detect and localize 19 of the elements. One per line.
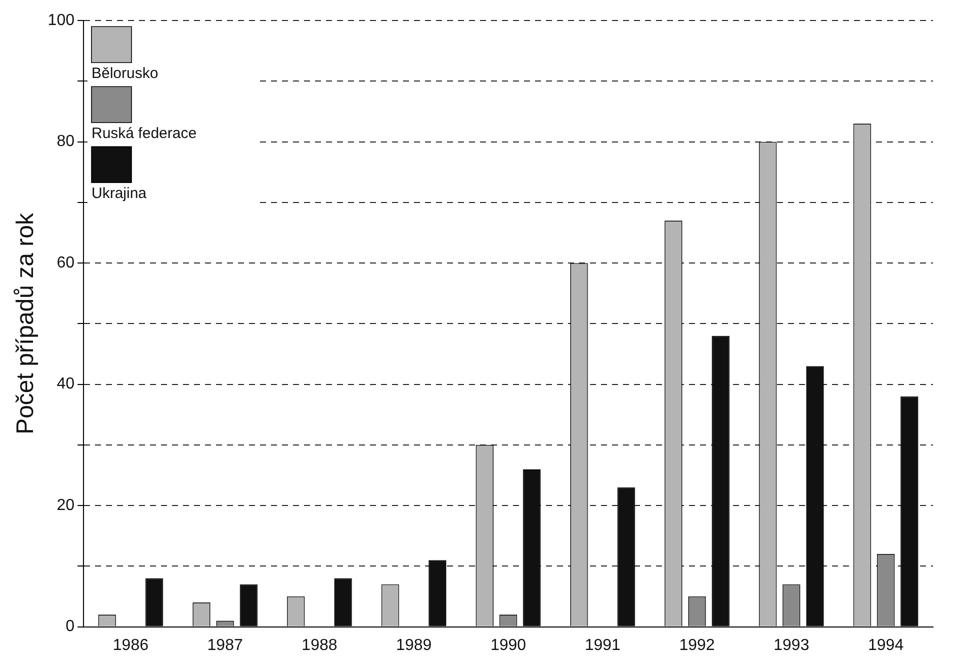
y-tick-label: 0 [66,618,75,636]
x-tick-label: 1986 [112,636,149,654]
y-tick-label: 20 [56,496,75,514]
x-tick-label: 1992 [679,636,715,654]
x-tick-label: 1993 [774,636,810,654]
x-tick-label: 1991 [584,636,621,654]
legend-label: Bělorusko [91,65,158,82]
y-tick-label: 100 [48,12,75,30]
y-tick-label: 80 [56,133,75,150]
x-tick-label: 1990 [490,636,526,654]
legend-label: Ruská federace [91,125,197,142]
x-tick-label: 1987 [207,636,243,654]
y-tick-label: 60 [56,254,75,272]
y-axis-title: Počet případů za rok [12,212,40,434]
x-tick-label: 1988 [302,636,338,654]
x-tick-label: 1989 [396,636,432,654]
x-tick-label: 1994 [868,636,904,654]
y-tick-label: 40 [56,376,75,393]
legend-label: Ukrajina [91,185,148,202]
